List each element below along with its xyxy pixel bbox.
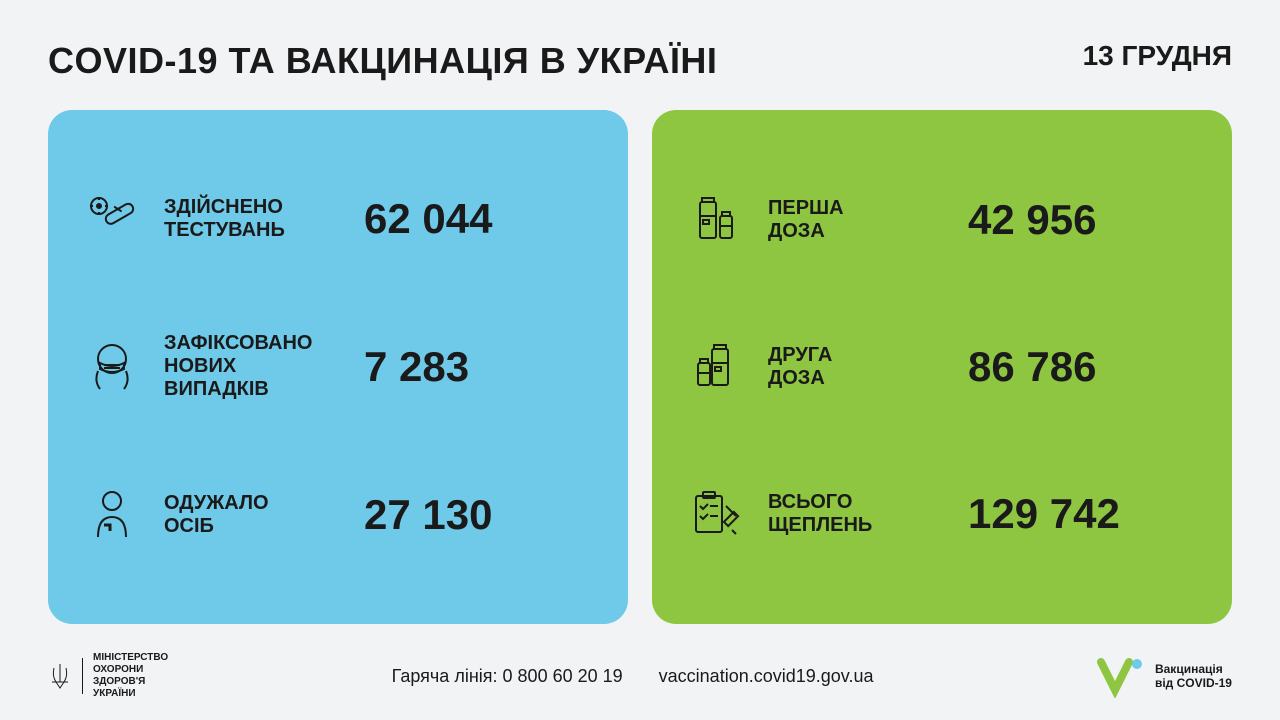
stat-row-total-vaccinations: ВСЬОГО ЩЕПЛЕНЬ 129 742 [684, 482, 1200, 546]
vaccination-logo-text: Вакцинація від COVID-19 [1155, 662, 1232, 691]
vaccine-vials-icon [684, 335, 748, 399]
panels-container: ЗДІЙСНЕНО ТЕСТУВАНЬ 62 044 ЗАФІКСОВАНО Н… [48, 110, 1232, 624]
stat-value: 86 786 [968, 343, 1096, 391]
stat-value: 62 044 [364, 195, 492, 243]
vaccination-panel: ПЕРША ДОЗА 42 956 ДРУГА ДОЗА 86 786 [652, 110, 1232, 624]
stat-row-recovered: ОДУЖАЛО ОСІБ 27 130 [80, 483, 596, 547]
vaccine-vials-icon [684, 188, 748, 252]
vaccination-logo-icon [1097, 654, 1145, 698]
stat-label: ОДУЖАЛО ОСІБ [164, 492, 344, 538]
face-mask-icon [80, 335, 144, 399]
stat-row-cases: ЗАФІКСОВАНО НОВИХ ВИПАДКІВ 7 283 [80, 332, 596, 401]
vaccination-logo: Вакцинація від COVID-19 [1097, 654, 1232, 698]
stat-value: 42 956 [968, 196, 1096, 244]
stat-label: ПЕРША ДОЗА [768, 197, 948, 243]
stat-label: ДРУГА ДОЗА [768, 344, 948, 390]
stat-value: 129 742 [968, 490, 1120, 538]
page-title: COVID-19 ТА ВАКЦИНАЦІЯ В УКРАЇНІ [48, 40, 717, 82]
clipboard-syringe-icon [684, 482, 748, 546]
stat-row-second-dose: ДРУГА ДОЗА 86 786 [684, 335, 1200, 399]
divider [82, 658, 83, 694]
trident-icon [48, 662, 72, 690]
footer: МІНІСТЕРСТВО ОХОРОНИ ЗДОРОВ'Я УКРАЇНИ Га… [48, 652, 1232, 700]
ministry-name: МІНІСТЕРСТВО ОХОРОНИ ЗДОРОВ'Я УКРАЇНИ [93, 652, 168, 700]
recovered-person-icon [80, 483, 144, 547]
website-url: vaccination.covid19.gov.ua [659, 666, 874, 687]
stat-value: 7 283 [364, 343, 469, 391]
stat-row-first-dose: ПЕРША ДОЗА 42 956 [684, 188, 1200, 252]
header: COVID-19 ТА ВАКЦИНАЦІЯ В УКРАЇНІ 13 ГРУД… [48, 40, 1232, 82]
covid-panel: ЗДІЙСНЕНО ТЕСТУВАНЬ 62 044 ЗАФІКСОВАНО Н… [48, 110, 628, 624]
ministry-logo: МІНІСТЕРСТВО ОХОРОНИ ЗДОРОВ'Я УКРАЇНИ [48, 652, 168, 700]
hotline: Гаряча лінія: 0 800 60 20 19 [392, 666, 623, 687]
stat-label: ЗАФІКСОВАНО НОВИХ ВИПАДКІВ [164, 332, 344, 401]
stat-row-tests: ЗДІЙСНЕНО ТЕСТУВАНЬ 62 044 [80, 187, 596, 251]
report-date: 13 ГРУДНЯ [1083, 40, 1232, 72]
footer-contact: Гаряча лінія: 0 800 60 20 19 vaccination… [392, 666, 874, 687]
stat-label: ВСЬОГО ЩЕПЛЕНЬ [768, 491, 948, 537]
stat-value: 27 130 [364, 491, 492, 539]
test-tube-icon [80, 187, 144, 251]
stat-label: ЗДІЙСНЕНО ТЕСТУВАНЬ [164, 196, 344, 242]
